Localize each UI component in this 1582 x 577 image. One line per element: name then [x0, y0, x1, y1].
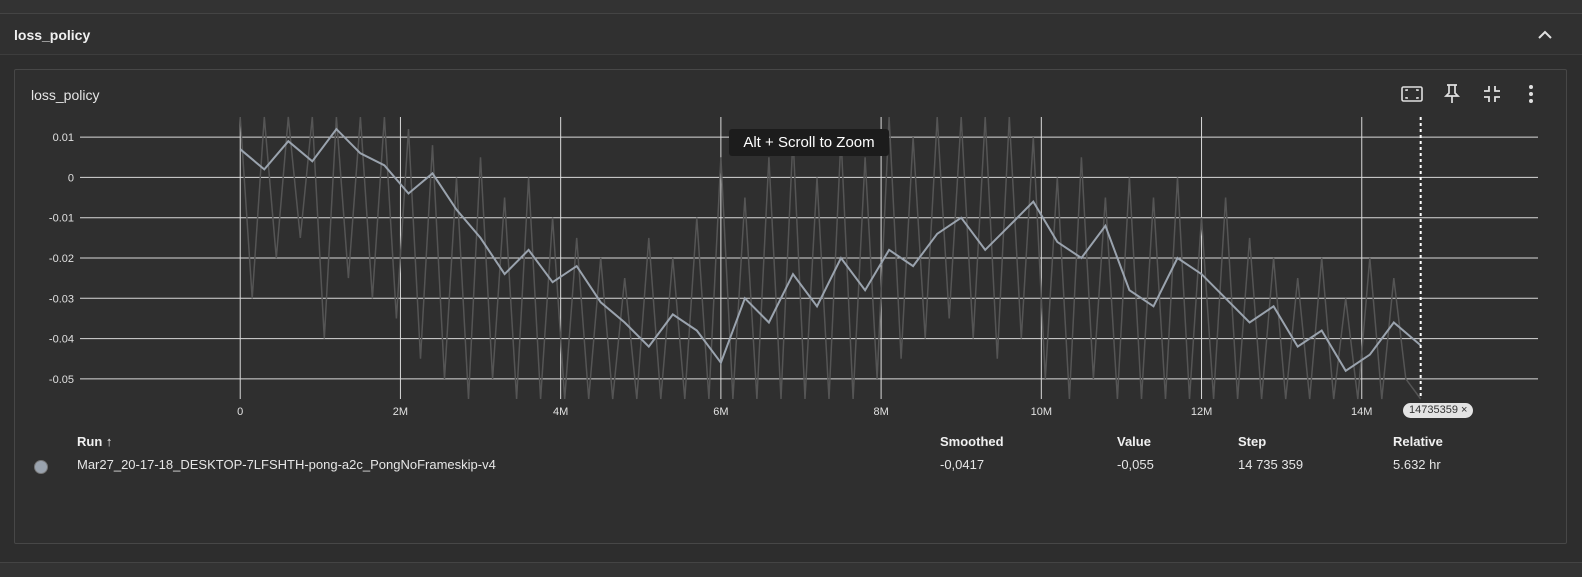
chevron-up-icon[interactable]: [1534, 24, 1556, 46]
collapse-fullscreen-icon[interactable]: [1480, 82, 1504, 106]
col-step[interactable]: Step: [1238, 434, 1267, 449]
col-run[interactable]: Run ↑: [77, 434, 113, 449]
fit-domain-icon[interactable]: [1400, 82, 1424, 106]
step-badge[interactable]: 14735359 ×: [1403, 403, 1474, 418]
col-value[interactable]: Value: [1117, 434, 1151, 449]
x-tick-label: 14M: [1351, 406, 1372, 418]
y-tick-label: 0.01: [53, 132, 74, 144]
smoothed-series-line: [239, 127, 1422, 373]
x-tick-label: 12M: [1191, 406, 1212, 418]
x-tick-label: 4M: [553, 406, 568, 418]
y-tick-label: 0: [68, 172, 74, 184]
tick-labels: 0.01 0 -0.01 -0.02 -0.03 -0.04 -0.05 0 2M 4M 6M 8M 1…: [49, 132, 1373, 418]
group-title: loss_policy: [14, 27, 91, 43]
x-tick-label: 6M: [713, 406, 728, 418]
col-relative[interactable]: Relative: [1393, 434, 1443, 449]
card-title: loss_policy: [31, 87, 100, 103]
y-tick-label: -0.01: [49, 213, 74, 225]
smoothed-series: [239, 127, 1422, 373]
run-relative: 5.632 hr: [1393, 457, 1441, 472]
run-color-dot: [34, 460, 48, 474]
top-strip: [0, 0, 1582, 14]
x-tick-label: 2M: [393, 406, 408, 418]
y-tick-label: -0.04: [49, 334, 74, 346]
zoom-tooltip: Alt + Scroll to Zoom: [729, 129, 889, 156]
run-smoothed: -0,0417: [940, 457, 985, 472]
col-smoothed[interactable]: Smoothed: [940, 434, 1004, 449]
bottom-strip: [0, 562, 1582, 577]
raw-series-line: [239, 116, 1422, 400]
grid: [80, 117, 1538, 399]
x-tick-label: 8M: [873, 406, 888, 418]
run-name: Mar27_20-17-18_DESKTOP-7LFSHTH-pong-a2c_…: [77, 457, 496, 472]
run-value: -0,055: [1117, 457, 1154, 472]
y-tick-label: -0.05: [49, 374, 74, 386]
x-tick-label: 10M: [1031, 406, 1052, 418]
raw-series: [239, 116, 1422, 400]
y-tick-label: -0.02: [49, 253, 74, 265]
more-vert-icon[interactable]: [1519, 82, 1543, 106]
x-tick-label: 0: [237, 406, 243, 418]
run-step: 14 735 359: [1238, 457, 1304, 472]
pin-icon[interactable]: [1440, 82, 1464, 106]
group-header[interactable]: loss_policy: [0, 14, 1582, 55]
y-tick-label: -0.03: [49, 293, 74, 305]
